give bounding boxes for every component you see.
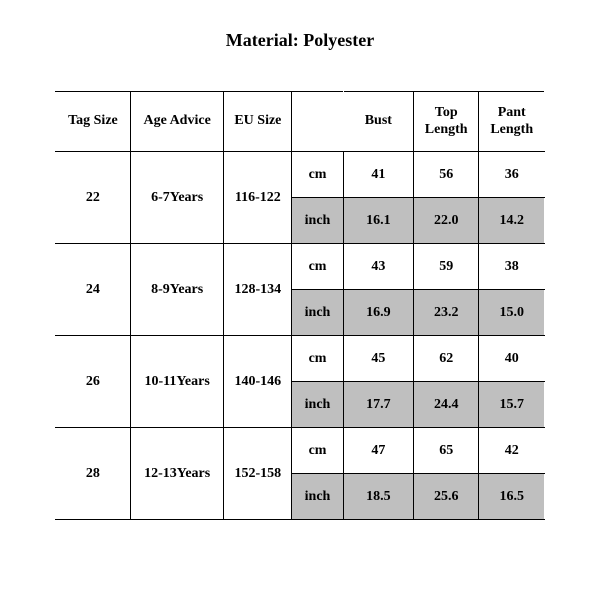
cell-top-inch: 24.4 xyxy=(413,382,479,428)
cell-pant-inch: 15.7 xyxy=(479,382,545,428)
cell-bust-cm: 41 xyxy=(343,152,413,198)
cell-tag: 28 xyxy=(56,428,131,520)
cell-unit-inch: inch xyxy=(292,198,343,244)
col-eu-size: EU Size xyxy=(224,92,292,152)
cell-unit-cm: cm xyxy=(292,428,343,474)
table-header-row: Tag Size Age Advice EU Size Bust Top Len… xyxy=(56,92,545,152)
table-row: 248-9Years128-134cm435938 xyxy=(56,244,545,290)
cell-pant-cm: 42 xyxy=(479,428,545,474)
cell-eu: 128-134 xyxy=(224,244,292,336)
cell-pant-inch: 14.2 xyxy=(479,198,545,244)
cell-age: 6-7Years xyxy=(130,152,224,244)
page-title: Material: Polyester xyxy=(0,30,600,51)
cell-pant-inch: 16.5 xyxy=(479,474,545,520)
table-row: 2812-13Years152-158cm476542 xyxy=(56,428,545,474)
cell-pant-cm: 40 xyxy=(479,336,545,382)
cell-unit-inch: inch xyxy=(292,290,343,336)
cell-tag: 24 xyxy=(56,244,131,336)
cell-top-inch: 23.2 xyxy=(413,290,479,336)
cell-top-cm: 62 xyxy=(413,336,479,382)
cell-eu: 116-122 xyxy=(224,152,292,244)
cell-unit-cm: cm xyxy=(292,244,343,290)
cell-unit-inch: inch xyxy=(292,382,343,428)
col-age-advice: Age Advice xyxy=(130,92,224,152)
cell-top-cm: 65 xyxy=(413,428,479,474)
cell-top-inch: 25.6 xyxy=(413,474,479,520)
cell-top-cm: 56 xyxy=(413,152,479,198)
cell-bust-cm: 47 xyxy=(343,428,413,474)
col-pant-length: Pant Length xyxy=(479,92,545,152)
cell-age: 8-9Years xyxy=(130,244,224,336)
cell-bust-inch: 16.1 xyxy=(343,198,413,244)
col-bust: Bust xyxy=(343,92,413,152)
cell-eu: 152-158 xyxy=(224,428,292,520)
cell-pant-cm: 38 xyxy=(479,244,545,290)
col-tag-size: Tag Size xyxy=(56,92,131,152)
table-row: 226-7Years116-122cm415636 xyxy=(56,152,545,198)
table-row: 2610-11Years140-146cm456240 xyxy=(56,336,545,382)
col-unit xyxy=(292,92,343,152)
cell-unit-cm: cm xyxy=(292,152,343,198)
cell-pant-cm: 36 xyxy=(479,152,545,198)
cell-bust-cm: 43 xyxy=(343,244,413,290)
cell-bust-inch: 16.9 xyxy=(343,290,413,336)
cell-bust-inch: 17.7 xyxy=(343,382,413,428)
cell-top-inch: 22.0 xyxy=(413,198,479,244)
size-table: Tag Size Age Advice EU Size Bust Top Len… xyxy=(55,91,545,520)
cell-age: 12-13Years xyxy=(130,428,224,520)
cell-eu: 140-146 xyxy=(224,336,292,428)
cell-unit-cm: cm xyxy=(292,336,343,382)
cell-unit-inch: inch xyxy=(292,474,343,520)
cell-bust-inch: 18.5 xyxy=(343,474,413,520)
col-top-length: Top Length xyxy=(413,92,479,152)
cell-tag: 26 xyxy=(56,336,131,428)
cell-bust-cm: 45 xyxy=(343,336,413,382)
cell-top-cm: 59 xyxy=(413,244,479,290)
cell-tag: 22 xyxy=(56,152,131,244)
cell-pant-inch: 15.0 xyxy=(479,290,545,336)
cell-age: 10-11Years xyxy=(130,336,224,428)
